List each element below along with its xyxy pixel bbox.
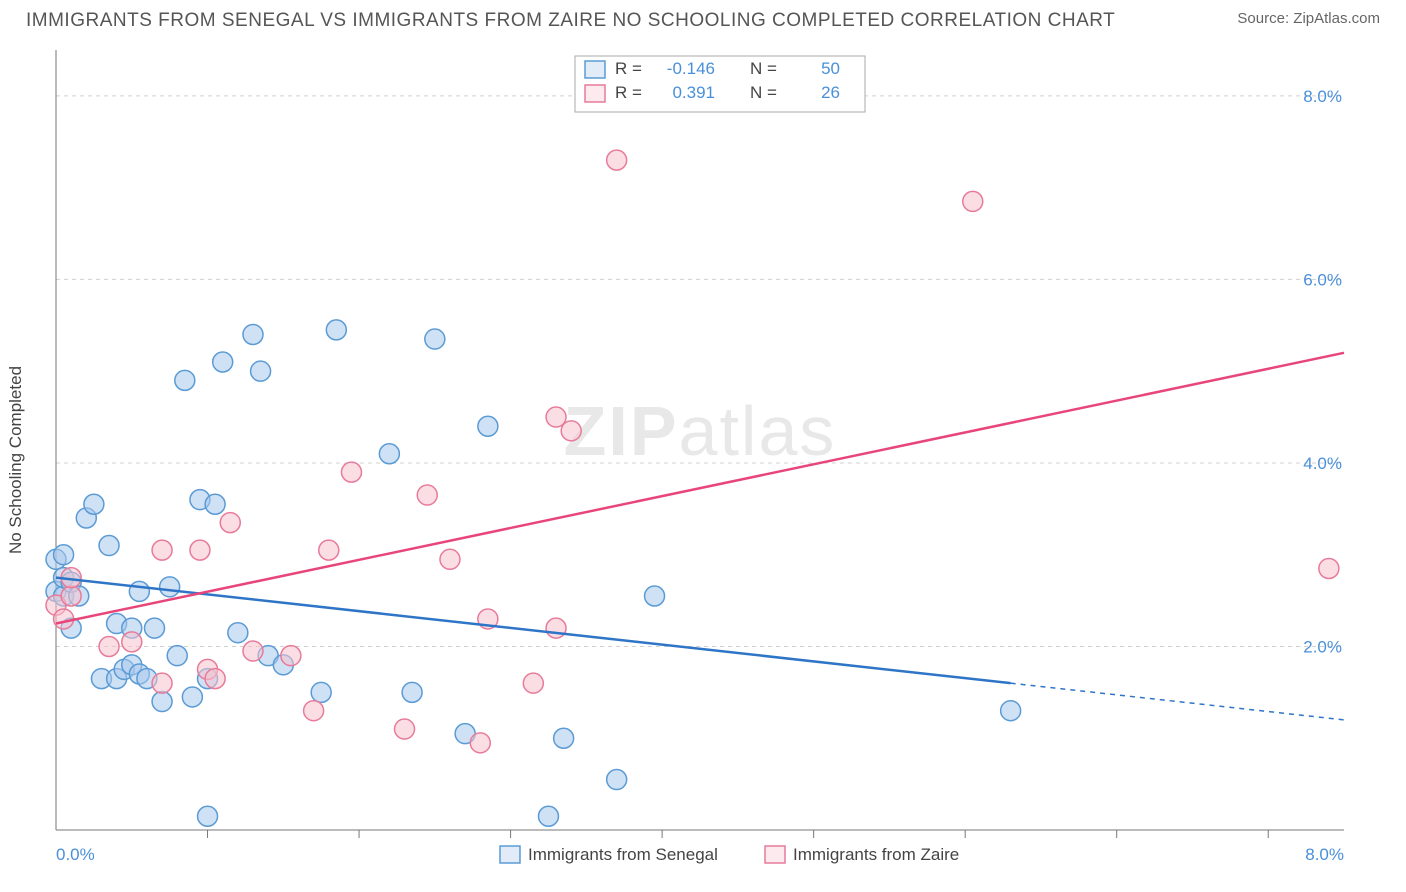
- data-point: [152, 540, 172, 560]
- data-point: [205, 669, 225, 689]
- data-point: [645, 586, 665, 606]
- source-attribution: Source: ZipAtlas.com: [1237, 10, 1380, 27]
- data-point: [311, 682, 331, 702]
- watermark: ZIPatlas: [564, 392, 837, 470]
- source-label: Source:: [1237, 10, 1289, 27]
- data-point: [607, 150, 627, 170]
- data-point: [122, 632, 142, 652]
- data-point: [152, 673, 172, 693]
- stat-n-value: 50: [821, 59, 840, 78]
- data-point: [167, 646, 187, 666]
- y-tick-label: 8.0%: [1303, 87, 1342, 106]
- data-point: [1001, 701, 1021, 721]
- data-point: [538, 806, 558, 826]
- chart-title: IMMIGRANTS FROM SENEGAL VS IMMIGRANTS FR…: [26, 10, 1115, 32]
- data-point: [319, 540, 339, 560]
- data-point: [152, 692, 172, 712]
- data-point: [546, 618, 566, 638]
- stat-n-label: N =: [750, 59, 777, 78]
- legend-label: Immigrants from Senegal: [528, 845, 718, 864]
- data-point: [561, 421, 581, 441]
- x-start-label: 0.0%: [56, 845, 95, 864]
- stat-r-label: R =: [615, 59, 642, 78]
- stat-n-value: 26: [821, 83, 840, 102]
- legend-swatch: [585, 85, 605, 102]
- data-point: [160, 577, 180, 597]
- data-point: [304, 701, 324, 721]
- legend-swatch: [585, 61, 605, 78]
- data-point: [243, 324, 263, 344]
- y-tick-label: 2.0%: [1303, 637, 1342, 656]
- data-point: [425, 329, 445, 349]
- data-point: [220, 513, 240, 533]
- source-value: ZipAtlas.com: [1293, 10, 1380, 27]
- legend-swatch: [500, 846, 520, 863]
- data-point: [54, 545, 74, 565]
- data-point: [395, 719, 415, 739]
- scatter-chart: 2.0% 4.0% 6.0% 8.0% ZIPatlas 0.0% 8.0% R = -0.14…: [10, 40, 1396, 880]
- y-tick-label: 4.0%: [1303, 454, 1342, 473]
- data-point: [478, 416, 498, 436]
- data-point: [326, 320, 346, 340]
- data-point: [61, 586, 81, 606]
- legend-swatch: [765, 846, 785, 863]
- data-point: [243, 641, 263, 661]
- stat-r-value: 0.391: [672, 83, 715, 102]
- data-point: [1319, 558, 1339, 578]
- data-point: [54, 609, 74, 629]
- data-point: [228, 623, 248, 643]
- stat-r-value: -0.146: [667, 59, 715, 78]
- data-point: [190, 540, 210, 560]
- data-point: [99, 636, 119, 656]
- data-point: [213, 352, 233, 372]
- data-point: [470, 733, 490, 753]
- data-point: [963, 191, 983, 211]
- data-point: [341, 462, 361, 482]
- chart-container: No Schooling Completed 2.0%4.0%6.0%8.0%Z…: [10, 40, 1396, 880]
- data-point: [417, 485, 437, 505]
- data-point: [182, 687, 202, 707]
- data-point: [607, 770, 627, 790]
- legend-label: Immigrants from Zaire: [793, 845, 959, 864]
- data-point: [99, 536, 119, 556]
- data-point: [84, 494, 104, 514]
- data-point: [440, 549, 460, 569]
- data-point: [523, 673, 543, 693]
- data-point: [198, 806, 218, 826]
- data-point: [251, 361, 271, 381]
- data-point: [554, 728, 574, 748]
- data-point: [402, 682, 422, 702]
- stat-n-label: N =: [750, 83, 777, 102]
- y-axis-label: No Schooling Completed: [6, 366, 26, 554]
- x-end-label: 8.0%: [1305, 845, 1344, 864]
- data-point: [205, 494, 225, 514]
- data-point: [129, 581, 149, 601]
- trend-line-extrapolated: [1011, 683, 1344, 720]
- data-point: [379, 444, 399, 464]
- stat-r-label: R =: [615, 83, 642, 102]
- data-point: [281, 646, 301, 666]
- data-point: [175, 370, 195, 390]
- y-tick-label: 6.0%: [1303, 270, 1342, 289]
- data-point: [144, 618, 164, 638]
